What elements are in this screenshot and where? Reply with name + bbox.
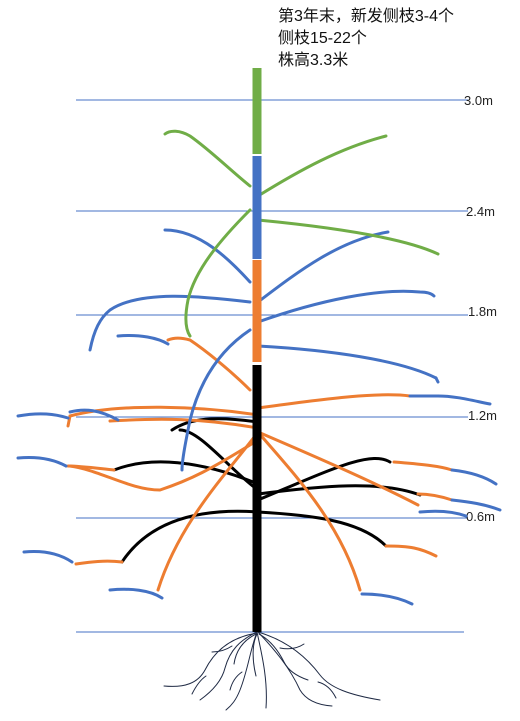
growth-caption: 第3年末，新发侧枝3-4个 侧枝15-22个 株高3.3米 — [278, 6, 454, 72]
year2-laterals — [66, 336, 454, 592]
year1-laterals — [112, 417, 422, 564]
height-label-1-8m: 1.8m — [468, 304, 497, 319]
year3-green-laterals — [163, 129, 440, 338]
caption-line-tree-height: 株高3.3米 — [278, 52, 349, 69]
roots — [163, 631, 381, 711]
height-label-0-6m: 0.6m — [466, 509, 495, 524]
height-label-1-2m: 1.2m — [468, 408, 497, 423]
year3-blue-laterals — [16, 228, 502, 606]
height-gridlines — [76, 99, 468, 633]
height-label-3-0m: 3.0m — [464, 93, 493, 108]
caption-line-lateral-count: 侧枝15-22个 — [278, 30, 367, 47]
caption-line-new-branches: 第3年末，新发侧枝3-4个 — [278, 8, 455, 25]
height-label-2-4m: 2.4m — [466, 204, 495, 219]
